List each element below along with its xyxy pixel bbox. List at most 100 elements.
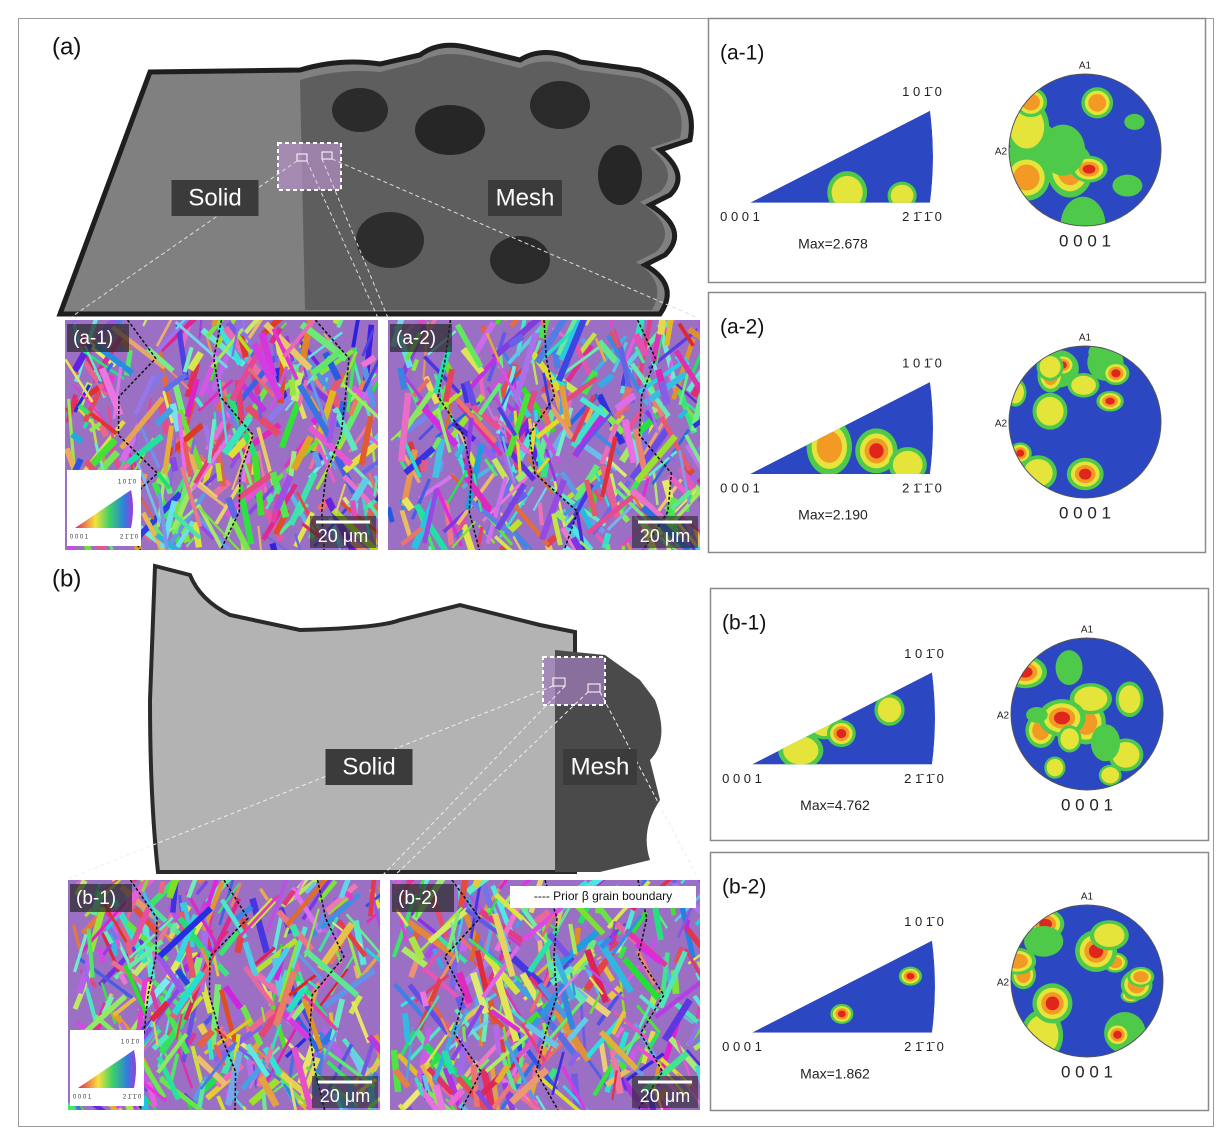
lath [329, 998, 346, 1042]
lath [302, 359, 328, 425]
lath [599, 936, 612, 950]
lath [686, 1020, 700, 1047]
pf-a2-label: A2 [997, 711, 1010, 722]
lath [103, 930, 114, 945]
lath [498, 880, 509, 890]
pf-a1-label: A1 [1079, 333, 1092, 344]
lath [596, 339, 619, 365]
lath [469, 932, 481, 962]
mesh-label-bg [488, 180, 562, 216]
lath [670, 489, 693, 511]
lath [157, 492, 170, 550]
mesh-label: Mesh [488, 180, 562, 216]
lath [686, 1049, 700, 1067]
lath [175, 1013, 183, 1040]
lath [154, 406, 174, 427]
lath [286, 983, 309, 1014]
lath [307, 424, 354, 467]
lath [73, 384, 91, 413]
lath [432, 438, 446, 479]
lath [245, 1043, 270, 1078]
lath [140, 912, 156, 980]
lath [358, 415, 374, 466]
pf-bottom-label: 0 0 0 1 [1059, 503, 1111, 522]
lath [408, 995, 440, 1046]
lath [477, 382, 503, 416]
lath [460, 382, 470, 404]
lath [358, 480, 378, 502]
lath [684, 401, 700, 417]
lath [408, 959, 420, 979]
lath [607, 985, 623, 1001]
lath [694, 544, 700, 550]
lath [450, 1004, 485, 1062]
lath [317, 960, 344, 992]
lath [254, 946, 276, 966]
lath [692, 1041, 700, 1051]
lath [271, 913, 284, 954]
lath [316, 912, 326, 930]
lath [456, 1041, 469, 1076]
lath [307, 980, 319, 990]
lath [562, 544, 573, 550]
lath [468, 355, 499, 391]
lath [171, 511, 202, 540]
max-label: Max=4.762 [800, 797, 870, 813]
lath [203, 1014, 214, 1026]
contour [1026, 706, 1048, 723]
lath [413, 503, 449, 550]
lath [213, 479, 232, 496]
lath [342, 438, 378, 474]
lath [400, 526, 424, 547]
lath [527, 418, 533, 430]
grain-boundary [636, 320, 673, 550]
lath [415, 399, 459, 448]
lath [112, 996, 137, 1017]
mesh-label: Mesh [563, 749, 637, 785]
lath [453, 1009, 468, 1038]
lath [484, 1030, 533, 1073]
lath [153, 320, 190, 355]
lath [513, 410, 523, 477]
lath [175, 520, 195, 549]
lath [397, 367, 408, 391]
lath [232, 904, 254, 923]
lath [638, 357, 689, 394]
mesh-label-text: Mesh [571, 753, 630, 780]
lath [286, 1048, 297, 1092]
pf-a1-label: A1 [1079, 61, 1092, 72]
lath [189, 439, 196, 455]
lath [489, 1008, 521, 1033]
lath [535, 1095, 547, 1110]
lath [671, 337, 696, 401]
lath [301, 997, 324, 1050]
lath [671, 999, 700, 1026]
lath [400, 1030, 416, 1056]
lath [635, 1045, 659, 1064]
grain-boundary [314, 320, 350, 550]
lath [368, 433, 378, 445]
lath [472, 880, 482, 888]
lath [66, 398, 76, 467]
lath [446, 469, 468, 504]
lath [461, 1026, 467, 1043]
lath [586, 492, 638, 536]
panel-label: (a-2) [720, 316, 764, 339]
lath [411, 358, 420, 372]
ipf-top-label: 1 0 1̄ 0 [904, 646, 944, 661]
lath [520, 1023, 546, 1062]
lath [201, 470, 221, 490]
lath [231, 320, 241, 357]
ebsd-region [278, 143, 341, 190]
lath [681, 922, 700, 950]
lath [282, 320, 317, 359]
lath [179, 466, 203, 528]
lath [187, 350, 204, 372]
lath [215, 462, 223, 482]
lath [508, 518, 523, 533]
lath [155, 320, 173, 347]
pole-outline [1010, 904, 1164, 1058]
lath [300, 377, 342, 413]
lath [195, 880, 209, 896]
